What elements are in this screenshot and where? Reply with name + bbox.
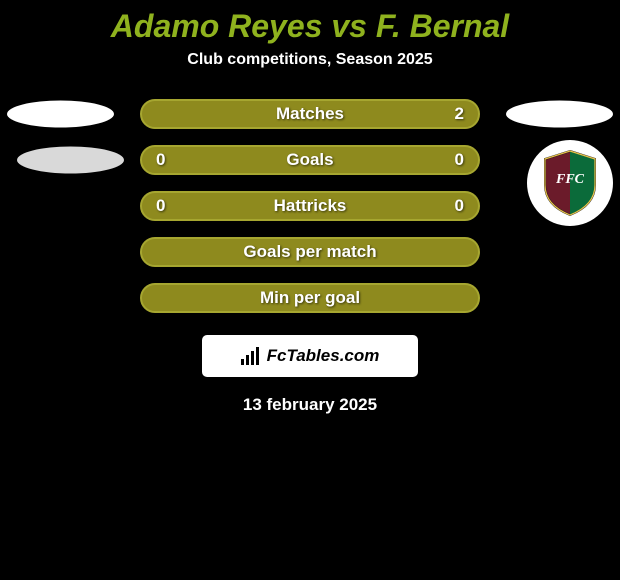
player-left-badge-placeholder: [7, 101, 114, 128]
attribution-badge: FcTables.com: [202, 335, 418, 377]
stat-value-right: 0: [455, 150, 464, 170]
ellipse-icon: [17, 147, 124, 174]
stat-label: Min per goal: [142, 288, 478, 308]
stat-label: Goals per match: [142, 242, 478, 262]
stat-label: Hattricks: [142, 196, 478, 216]
player-right-badge-placeholder: [506, 101, 613, 128]
stat-row-goals: 0 Goals 0 FFC: [0, 137, 620, 183]
stat-row-goals-per-match: Goals per match: [0, 229, 620, 275]
stat-row-min-per-goal: Min per goal: [0, 275, 620, 321]
stat-value-right: 0: [455, 196, 464, 216]
page-title: Adamo Reyes vs F. Bernal: [0, 0, 620, 45]
stat-bar: 0 Goals 0: [140, 145, 480, 175]
ellipse-icon: [506, 101, 613, 128]
stat-bar: Goals per match: [140, 237, 480, 267]
stat-row-hattricks: 0 Hattricks 0: [0, 183, 620, 229]
stat-bar: Matches 2: [140, 99, 480, 129]
chart-icon: [241, 347, 261, 365]
content: Adamo Reyes vs F. Bernal Club competitio…: [0, 0, 620, 415]
stat-value-right: 2: [455, 104, 464, 124]
stat-label: Goals: [142, 150, 478, 170]
ellipse-icon: [7, 101, 114, 128]
stat-label: Matches: [142, 104, 478, 124]
stat-bar: 0 Hattricks 0: [140, 191, 480, 221]
stat-bar: Min per goal: [140, 283, 480, 313]
date-text: 13 february 2025: [0, 395, 620, 415]
stat-row-matches: Matches 2: [0, 91, 620, 137]
subtitle: Club competitions, Season 2025: [0, 51, 620, 69]
attribution-text: FcTables.com: [267, 346, 380, 366]
player-left-secondary-badge: [17, 147, 124, 174]
